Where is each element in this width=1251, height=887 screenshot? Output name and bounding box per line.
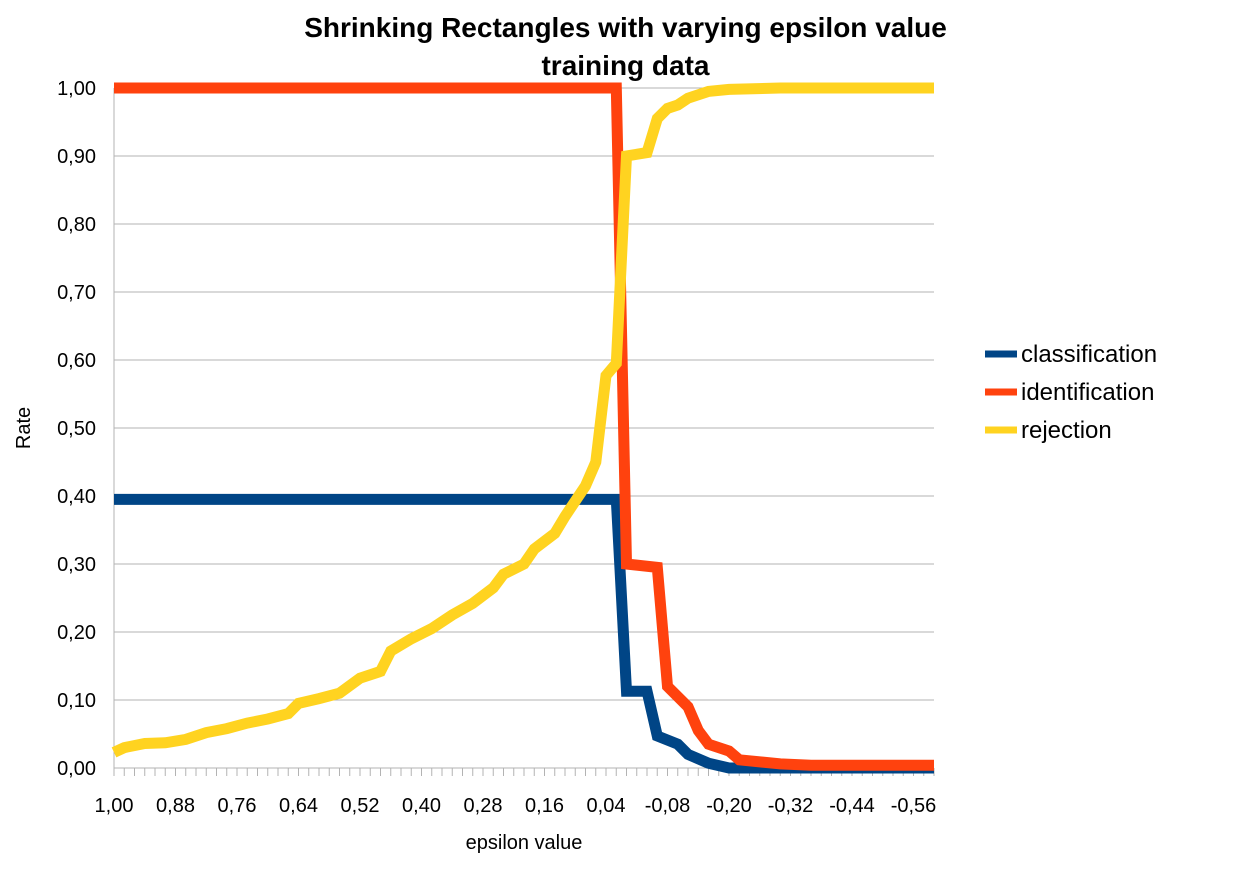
x-tick-label: 0,76 [218, 795, 257, 817]
y-tick-label: 0,20 [57, 622, 96, 644]
x-tick-label: -0,08 [645, 795, 691, 817]
x-tick-label: 0,04 [587, 795, 626, 817]
y-tick-label: 1,00 [57, 78, 96, 100]
legend-label-identification: identification [1021, 379, 1154, 406]
y-tick-labels: 0,00 0,10 0,20 0,30 0,40 0,50 0,60 0,70 0,80 0,90… [57, 78, 96, 780]
x-tick-label: 1,00 [95, 795, 134, 817]
legend-label-rejection: rejection [1021, 417, 1112, 444]
x-tick-label: -0,56 [891, 795, 937, 817]
y-tick-label: 0,80 [57, 214, 96, 236]
x-tick-label: -0,44 [829, 795, 875, 817]
legend: classification identification rejection [985, 341, 1157, 444]
series-lines [111, 82, 934, 774]
x-tick-label: -0,20 [706, 795, 752, 817]
y-tick-label: 0,10 [57, 690, 96, 712]
legend-label-classification: classification [1021, 341, 1157, 368]
x-tick-label: 0,52 [341, 795, 380, 817]
grid-lines [114, 87, 934, 769]
x-tick-labels: 1,00 0,88 0,76 0,64 0,52 0,40 0,28 0,16 0,04 -0,0… [95, 795, 937, 817]
y-tick-label: 0,70 [57, 282, 96, 304]
axes [113, 88, 935, 776]
chart-subtitle: training data [541, 50, 710, 81]
chart-title: Shrinking Rectangles with varying epsilo… [304, 12, 947, 43]
series-line-classification [114, 493, 934, 774]
x-tick-label: 0,88 [156, 795, 195, 817]
y-tick-label: 0,60 [57, 350, 96, 372]
x-axis-label: epsilon value [466, 832, 583, 854]
x-tick-label: 0,16 [525, 795, 564, 817]
y-tick-label: 0,00 [57, 758, 96, 780]
y-tick-label: 0,50 [57, 418, 96, 440]
series-line-rejection [111, 82, 934, 758]
x-tick-label: 0,64 [279, 795, 318, 817]
y-axis-label: Rate [13, 407, 35, 449]
x-tick-label: -0,32 [768, 795, 814, 817]
x-tick-label: 0,40 [402, 795, 441, 817]
y-tick-label: 0,30 [57, 554, 96, 576]
y-tick-label: 0,90 [57, 146, 96, 168]
series-line-identification [114, 82, 934, 771]
x-tick-label: 0,28 [464, 795, 503, 817]
y-tick-label: 0,40 [57, 486, 96, 508]
